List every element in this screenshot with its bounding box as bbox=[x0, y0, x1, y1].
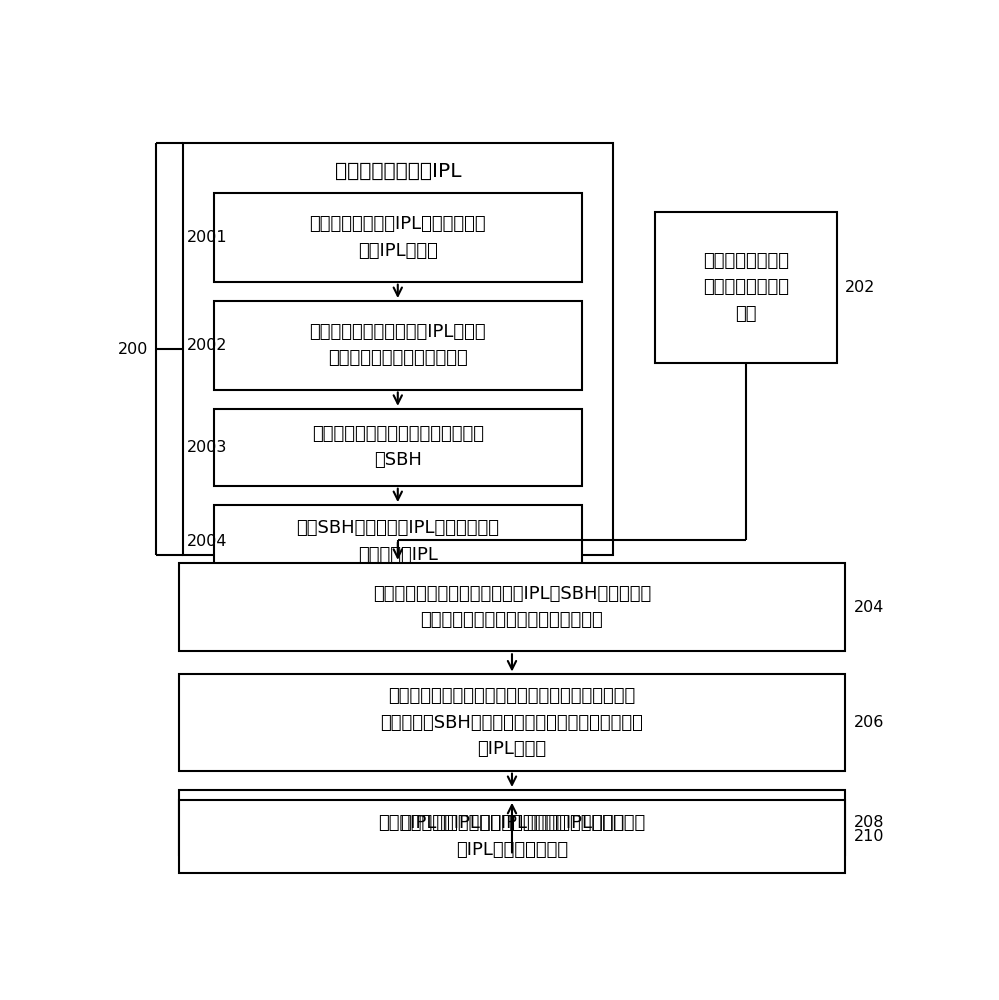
Text: 210: 210 bbox=[854, 829, 885, 844]
Text: 2002: 2002 bbox=[187, 338, 228, 353]
Bar bbox=[179, 563, 845, 651]
Bar bbox=[179, 790, 845, 855]
Bar bbox=[655, 212, 837, 363]
Bar bbox=[214, 193, 581, 282]
Bar bbox=[179, 800, 845, 873]
Text: 2003: 2003 bbox=[187, 440, 227, 455]
Bar bbox=[179, 674, 845, 771]
Text: 2001: 2001 bbox=[187, 230, 228, 245]
Bar bbox=[214, 301, 581, 389]
Text: 202: 202 bbox=[845, 280, 875, 295]
Bar bbox=[183, 143, 612, 555]
Text: 根據摘要密文以及密鑰對中公鑰，生
成SBH: 根據摘要密文以及密鑰對中公鑰，生 成SBH bbox=[312, 425, 484, 469]
Text: 200: 200 bbox=[118, 342, 148, 357]
Bar bbox=[214, 505, 581, 578]
Text: 206: 206 bbox=[854, 715, 884, 730]
Bar bbox=[214, 409, 581, 486]
Text: 208: 208 bbox=[854, 815, 885, 830]
Text: 當第二公鑰摘要值與預存的第一公鑰摘要值相同時，
通過公鑰對SBH中的摘要密文進行解密操作，得到第
一IPL摘要值: 當第二公鑰摘要值與預存的第一公鑰摘要值相同時， 通過公鑰對SBH中的摘要密文進行… bbox=[381, 687, 643, 758]
Text: 根據SBH以及預加載IPL中程序代碼，
得到預加載IPL: 根據SBH以及預加載IPL中程序代碼， 得到預加載IPL bbox=[297, 519, 500, 564]
Text: 處理器生產方生成
並預存第一公鑰摘
要值: 處理器生產方生成 並預存第一公鑰摘 要值 bbox=[703, 252, 789, 323]
Text: 當第一IPL摘要值與第二IPL摘要值相同時，執行預加
載IPL使得處理器啟動: 當第一IPL摘要值與第二IPL摘要值相同時，執行預加 載IPL使得處理器啟動 bbox=[379, 814, 645, 859]
Text: 提供方生成預加載IPL: 提供方生成預加載IPL bbox=[335, 162, 462, 181]
Text: 處理器讀取提供方生成的預加載IPL中SBH中的公鑰，
並生成與公鑰對應的的第二公鑰摘要值: 處理器讀取提供方生成的預加載IPL中SBH中的公鑰， 並生成與公鑰對應的的第二公… bbox=[373, 585, 651, 629]
Text: 生成預加載IPL中程序代碼的第二IPL摘要值: 生成預加載IPL中程序代碼的第二IPL摘要值 bbox=[400, 814, 624, 832]
Text: 提供方生成預加載IPL中程序代碼的
第一IPL摘要值: 提供方生成預加載IPL中程序代碼的 第一IPL摘要值 bbox=[310, 215, 487, 260]
Text: 204: 204 bbox=[854, 600, 884, 615]
Text: 2004: 2004 bbox=[187, 534, 228, 549]
Text: 通過密鑰對中私鑰對第一IPL摘要值
進行加密操作，獲得摘要密文: 通過密鑰對中私鑰對第一IPL摘要值 進行加密操作，獲得摘要密文 bbox=[310, 323, 487, 367]
